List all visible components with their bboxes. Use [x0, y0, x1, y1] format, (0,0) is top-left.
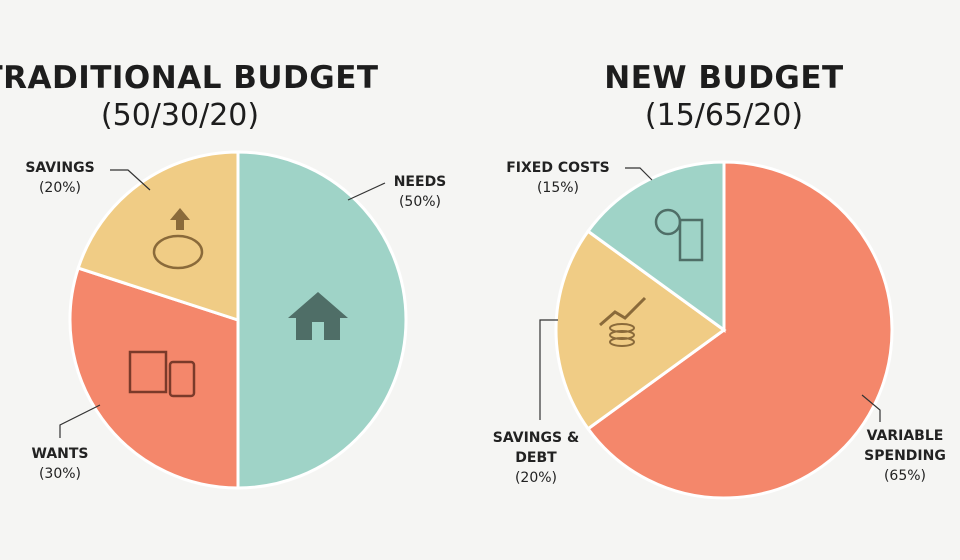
slice-label: VARIABLE SPENDING (65%) [860, 426, 950, 486]
house-door [312, 322, 324, 340]
cup-icon [168, 360, 196, 398]
pie-slice [76, 150, 240, 323]
chart-subtitle: (50/30/20) [100, 98, 260, 133]
leader-line [110, 169, 151, 191]
category-label: SAVINGS [25, 160, 95, 176]
value-label: (20%) [38, 180, 82, 196]
leader-line [625, 167, 653, 181]
slice-label: SAVINGS (20%) [10, 158, 110, 198]
value-label: (65%) [883, 468, 927, 484]
category-label: SAVINGS & DEBT [492, 430, 580, 466]
value-label: (20%) [514, 470, 558, 486]
arrow-icon [170, 208, 190, 230]
value-label: (15%) [536, 180, 580, 196]
value-label: (30%) [38, 466, 82, 482]
growth-icon [599, 296, 647, 327]
chart-title: NEW BUDGET [604, 60, 844, 96]
piggy-icon [152, 234, 204, 270]
chart-title: TRADITIONAL BUDGET [0, 60, 379, 96]
house-icon [288, 292, 348, 340]
pie-slice [68, 266, 240, 490]
leader-line [539, 319, 558, 420]
value-label: (50%) [398, 194, 442, 210]
bag-icon [128, 350, 168, 394]
category-label: FIXED COSTS [506, 160, 610, 176]
chart-subtitle: (15/65/20) [644, 98, 804, 133]
slice-label: WANTS (30%) [10, 444, 110, 484]
leader-line [347, 182, 386, 201]
receipt-icon [678, 218, 704, 262]
pie-slice [585, 160, 726, 333]
leader-line [59, 404, 101, 438]
category-label: VARIABLE SPENDING [864, 428, 946, 464]
slice-label: FIXED COSTS (15%) [493, 158, 623, 198]
pie-slice [585, 160, 894, 500]
leader-line [861, 394, 881, 422]
category-label: NEEDS [393, 174, 447, 190]
slice-label: SAVINGS & DEBT (20%) [491, 428, 581, 488]
category-label: WANTS [31, 446, 89, 462]
coin-icon [609, 323, 635, 333]
slice-label: NEEDS (50%) [365, 172, 475, 212]
pie-slice [554, 229, 727, 431]
